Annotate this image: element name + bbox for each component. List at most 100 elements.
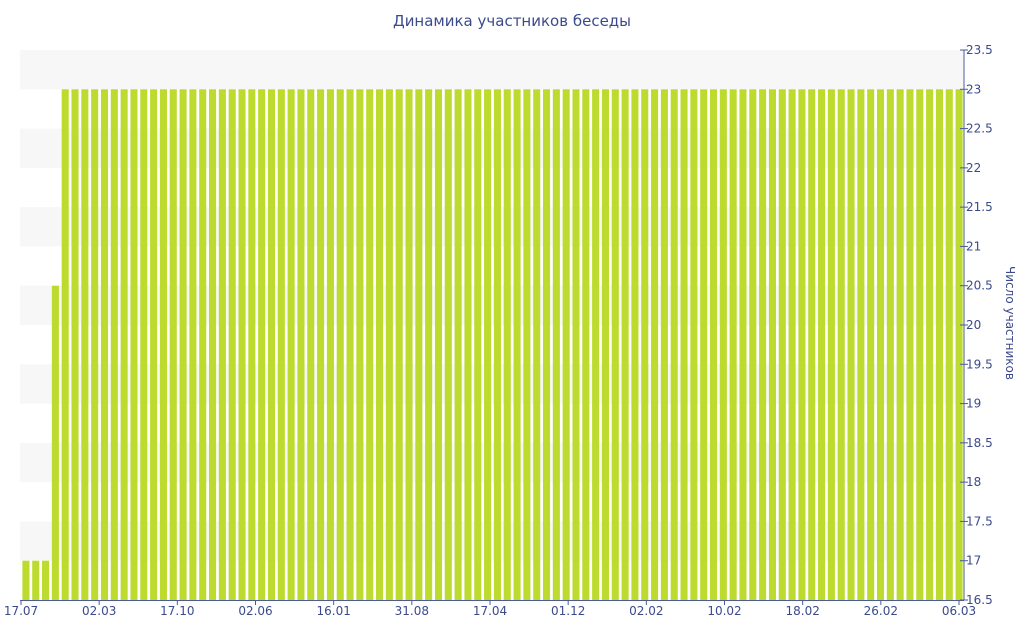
grid-band [20,442,963,483]
x-tick-label: 02.03 [82,604,116,618]
x-tick-label: 26.02 [864,604,898,618]
bar [690,89,698,600]
bar [179,89,187,600]
grid-band [20,364,963,404]
chart-title: Динамика участников беседы [392,12,632,30]
bar [110,89,118,600]
bar [759,89,767,600]
bar [385,89,393,600]
bar [768,89,776,600]
bar [601,89,609,600]
x-tick-label: 18.02 [785,604,819,618]
y-tick-label: 20.5 [966,279,993,293]
y-tick-label: 22 [966,161,981,175]
x-tick-label: 10.02 [707,604,741,618]
bar [336,89,344,600]
y-tick-label: 16.5 [966,593,993,607]
bar [317,89,325,600]
bar [641,89,649,600]
bar [91,89,99,600]
bar [651,89,659,600]
x-tick-label: 06.03 [942,604,976,618]
bar [199,89,207,600]
x-tick-label: 02.02 [629,604,663,618]
bar [425,89,433,600]
x-tick-label: 17.07 [4,604,38,618]
bar [415,89,423,600]
y-tick-label: 23.5 [966,43,993,57]
bar [562,89,570,600]
bar [857,89,865,600]
bar [582,89,590,600]
bar [867,89,875,600]
bar [287,89,295,600]
bar [228,89,236,600]
bar [366,89,374,600]
bar [896,89,904,600]
bar [32,560,40,600]
bar [788,89,796,600]
bar [533,89,541,600]
bar [326,89,334,600]
y-tick-label: 18 [966,475,981,489]
bar [248,89,256,600]
bar [847,89,855,600]
bar [827,89,835,600]
y-tick-label: 19.5 [966,357,993,371]
bar [484,89,492,600]
grid-band [20,521,963,561]
bar [376,89,384,600]
x-tick-label: 02.06 [238,604,272,618]
bar [876,89,885,600]
bar [140,89,148,600]
x-tick-label: 01.12 [551,604,585,618]
bar [709,89,718,600]
bar [61,89,69,600]
bar [454,89,462,600]
x-tick-label: 17.10 [160,604,194,618]
bar [572,89,580,600]
bar [798,89,806,600]
bar [267,89,276,600]
bar [189,89,197,600]
y-tick-label: 17.5 [966,514,993,528]
bar [120,89,128,600]
y-tick-label: 19 [966,397,981,411]
grid-band [20,285,963,325]
bar [209,89,217,600]
bar [444,89,452,600]
y-tick-label: 18.5 [966,436,993,450]
x-tick-label: 31.08 [395,604,429,618]
bar [523,89,531,600]
bar [169,89,177,600]
bar [818,89,826,600]
bar [277,89,285,600]
y-tick-label: 20 [966,318,981,332]
bar [22,560,30,600]
y-tick-label: 23 [966,82,981,96]
bar [955,89,963,600]
grid-band [20,50,963,90]
bar [356,89,364,600]
y-axis-title: Число участников [1003,266,1017,380]
x-tick-label: 17.04 [473,604,507,618]
bar [926,89,934,600]
bar [434,89,443,600]
y-tick-label: 21 [966,239,981,253]
bar [297,89,305,600]
bar [100,89,109,600]
bar [159,89,167,600]
bar [395,89,403,600]
y-tick-label: 22.5 [966,122,993,136]
bar [739,89,747,600]
bar [238,89,246,600]
bar [81,89,89,600]
bar [218,89,226,600]
y-tick-label: 21.5 [966,200,993,214]
bar [258,89,266,600]
bar [729,89,737,600]
y-tick-label: 17 [966,554,981,568]
bar [631,89,639,600]
bar [150,89,158,600]
